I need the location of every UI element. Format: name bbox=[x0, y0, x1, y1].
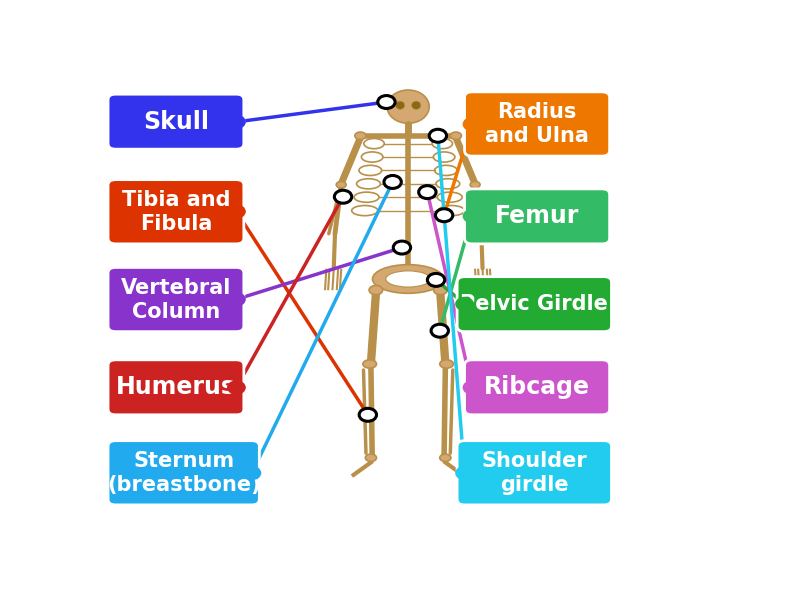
Circle shape bbox=[228, 381, 245, 394]
Ellipse shape bbox=[395, 101, 405, 109]
Text: Pelvic Girdle: Pelvic Girdle bbox=[460, 294, 608, 314]
Text: Sternum
(breastbone): Sternum (breastbone) bbox=[107, 451, 261, 495]
Ellipse shape bbox=[440, 360, 454, 368]
Circle shape bbox=[243, 467, 261, 479]
Circle shape bbox=[359, 409, 377, 421]
Ellipse shape bbox=[363, 360, 377, 368]
Circle shape bbox=[463, 118, 481, 131]
Circle shape bbox=[427, 274, 445, 286]
Text: Ribcage: Ribcage bbox=[484, 376, 590, 400]
Text: Skull: Skull bbox=[143, 110, 209, 134]
Circle shape bbox=[228, 293, 245, 306]
FancyBboxPatch shape bbox=[108, 94, 244, 149]
Text: Shoulder
girdle: Shoulder girdle bbox=[482, 451, 587, 495]
Circle shape bbox=[435, 209, 453, 221]
Text: Vertebral
Column: Vertebral Column bbox=[121, 278, 231, 322]
Ellipse shape bbox=[450, 132, 462, 139]
Ellipse shape bbox=[386, 271, 430, 287]
Circle shape bbox=[378, 95, 395, 109]
Circle shape bbox=[463, 209, 481, 223]
Ellipse shape bbox=[470, 181, 480, 188]
FancyBboxPatch shape bbox=[108, 179, 244, 244]
Circle shape bbox=[228, 205, 245, 218]
Ellipse shape bbox=[366, 454, 377, 461]
Ellipse shape bbox=[440, 454, 451, 461]
FancyBboxPatch shape bbox=[457, 440, 611, 505]
FancyBboxPatch shape bbox=[465, 189, 610, 244]
FancyBboxPatch shape bbox=[108, 360, 244, 415]
Circle shape bbox=[463, 381, 481, 394]
FancyBboxPatch shape bbox=[108, 440, 259, 505]
Ellipse shape bbox=[336, 181, 346, 188]
FancyBboxPatch shape bbox=[457, 277, 611, 332]
FancyBboxPatch shape bbox=[108, 268, 244, 332]
Ellipse shape bbox=[369, 286, 382, 295]
Circle shape bbox=[456, 298, 474, 310]
Ellipse shape bbox=[387, 90, 430, 123]
Circle shape bbox=[228, 115, 245, 128]
Circle shape bbox=[430, 129, 446, 142]
Circle shape bbox=[418, 185, 436, 199]
Ellipse shape bbox=[411, 101, 421, 109]
Ellipse shape bbox=[355, 132, 366, 139]
Circle shape bbox=[431, 324, 449, 337]
Ellipse shape bbox=[373, 265, 444, 293]
Circle shape bbox=[456, 467, 474, 479]
Circle shape bbox=[394, 241, 410, 254]
Circle shape bbox=[334, 190, 352, 203]
Text: Femur: Femur bbox=[495, 205, 579, 229]
FancyBboxPatch shape bbox=[465, 360, 610, 415]
Text: Tibia and
Fibula: Tibia and Fibula bbox=[122, 190, 230, 234]
Circle shape bbox=[384, 175, 402, 188]
Text: Humerus: Humerus bbox=[116, 376, 236, 400]
Text: Radius
and Ulna: Radius and Ulna bbox=[485, 102, 589, 146]
FancyBboxPatch shape bbox=[465, 92, 610, 156]
Ellipse shape bbox=[434, 286, 447, 295]
